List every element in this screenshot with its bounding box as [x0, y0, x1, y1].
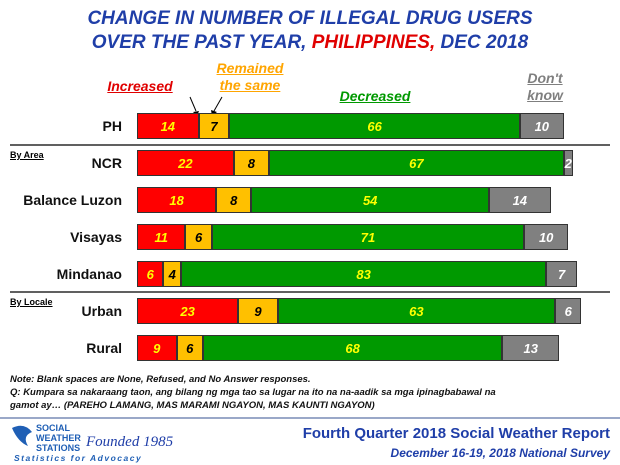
value-label: 22: [178, 155, 193, 171]
category-label: PH: [102, 118, 122, 134]
title-part: DEC 2018: [435, 32, 529, 53]
bar-segment: 9: [238, 298, 278, 324]
legend-label: Increased: [107, 78, 173, 94]
title-part: CHANGE IN NUMBER OF ILLEGAL DRUG USERS: [87, 8, 533, 29]
group-label: By Area: [10, 150, 44, 160]
category-label: NCR: [91, 155, 122, 171]
bar-segment: 7: [546, 261, 577, 287]
bar-segment: 10: [524, 224, 569, 250]
bar-segment: 13: [502, 335, 560, 361]
value-label: 10: [538, 229, 554, 245]
value-label: 8: [230, 192, 238, 208]
category-label: Urban: [81, 303, 122, 319]
value-label: 2: [564, 155, 572, 171]
value-label: 6: [564, 303, 572, 319]
logo-mark: [12, 425, 32, 446]
bar-segment: 6: [176, 335, 203, 361]
value-label: 10: [534, 118, 550, 134]
value-label: 71: [360, 229, 376, 245]
value-label: 4: [168, 266, 176, 282]
report-title: Fourth Quarter 2018 Social Weather Repor…: [302, 425, 610, 442]
value-label: 63: [409, 303, 424, 319]
value-label: 83: [356, 266, 371, 282]
group-label: By Locale: [10, 297, 53, 307]
bar-segment: 2: [563, 150, 573, 176]
value-label: 9: [153, 340, 161, 356]
title-part: OVER THE PAST YEAR,: [91, 32, 312, 53]
category-label: Mindanao: [56, 266, 122, 282]
bar-segment: 14: [137, 113, 199, 139]
value-label: 6: [194, 229, 203, 245]
note: Note: Blank spaces are None, Refused, an…: [10, 374, 311, 385]
value-label: 7: [557, 266, 566, 282]
value-label: 18: [169, 192, 184, 208]
value-label: 8: [247, 155, 255, 171]
bar-segment: 8: [216, 187, 252, 213]
bar-segment: 7: [198, 113, 230, 139]
value-label: 68: [345, 340, 360, 356]
value-label: 13: [523, 340, 539, 356]
value-label: 9: [254, 303, 262, 319]
logo-text: STATIONS: [36, 443, 81, 453]
value-label: 67: [409, 155, 424, 171]
value-label: 6: [186, 340, 194, 356]
value-label: 66: [367, 118, 382, 134]
bar-segment: 4: [163, 261, 181, 287]
logo-text: SOCIAL: [36, 423, 71, 433]
bar-segment: 11: [137, 224, 186, 250]
bar-segment: 54: [251, 187, 489, 213]
category-label: Balance Luzon: [23, 192, 122, 208]
bar-segment: 10: [519, 113, 564, 139]
note: gamot ay… (PAREHO LAMANG, MAS MARAMI NGA…: [10, 400, 375, 411]
survey-date: December 16-19, 2018 National Survey: [390, 446, 610, 460]
legend-label: Remained the same: [216, 60, 284, 93]
bar-segment: 18: [137, 187, 217, 213]
bar-segment: 6: [137, 261, 164, 287]
value-label: 23: [180, 303, 195, 319]
value-label: 14: [512, 192, 528, 208]
title-line: OVER THE PAST YEAR, PHILIPPINES, DEC 201…: [0, 32, 620, 54]
bar-segment: 14: [489, 187, 551, 213]
title-part: PHILIPPINES,: [311, 32, 436, 53]
bar-segment: 6: [555, 298, 582, 324]
bar-segment: 9: [137, 335, 177, 361]
logo-text: WEATHER: [36, 433, 81, 443]
founded: Founded 1985: [86, 434, 174, 450]
bar-segment: 6: [185, 224, 212, 250]
bar-segment: 66: [229, 113, 520, 139]
bar-segment: 23: [137, 298, 239, 324]
bar-segment: 68: [203, 335, 503, 361]
category-label: Visayas: [70, 229, 122, 245]
bar-segment: 22: [137, 150, 234, 176]
value-label: 7: [210, 118, 218, 134]
legend-label: Decreased: [339, 88, 411, 104]
value-label: 54: [362, 192, 378, 208]
bar-segment: 67: [269, 150, 564, 176]
arrow: [213, 96, 223, 112]
arrow: [189, 96, 197, 112]
category-label: Rural: [86, 340, 122, 356]
note: Q: Kumpara sa nakaraang taon, ang bilang…: [10, 387, 496, 398]
bar-segment: 63: [277, 298, 555, 324]
bar-segment: 83: [181, 261, 547, 287]
legend-label: Don't know: [527, 70, 563, 103]
value-label: 14: [160, 118, 176, 134]
title-line: CHANGE IN NUMBER OF ILLEGAL DRUG USERS: [0, 8, 620, 30]
bar-segment: 71: [211, 224, 525, 250]
value-label: 6: [146, 266, 154, 282]
tagline: Statistics for Advocacy: [14, 453, 143, 463]
value-label: 11: [154, 229, 168, 245]
bar-segment: 8: [233, 150, 269, 176]
